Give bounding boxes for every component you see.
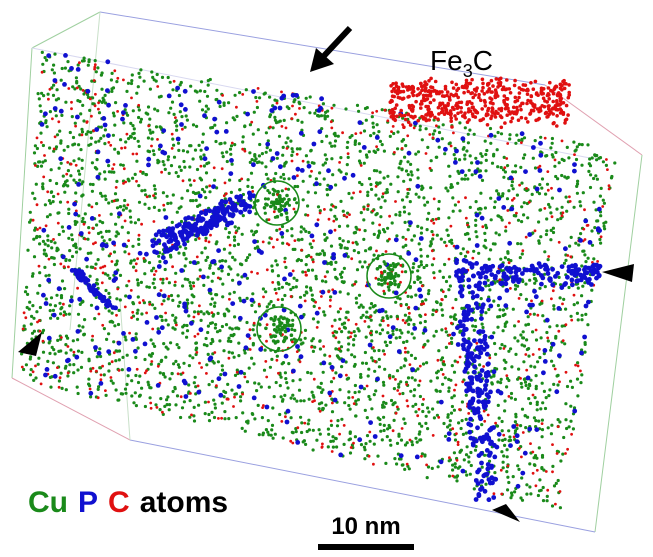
phase-label: Fe3C <box>430 45 493 81</box>
phase-subscript: 3 <box>463 61 473 81</box>
atom-map-figure: Fe3C CuPCatoms 10 nm <box>0 0 653 557</box>
legend-element: P <box>78 486 98 519</box>
phase-base: Fe <box>430 45 463 76</box>
legend-suffix: atoms <box>140 486 228 519</box>
legend-element: Cu <box>28 486 68 519</box>
scale-bar-label: 10 nm <box>331 513 400 540</box>
legend-element: C <box>108 486 130 519</box>
legend: Cu PCatoms <box>28 486 228 519</box>
phase-suffix: C <box>473 45 493 76</box>
scale-bar <box>318 544 414 550</box>
atom-cloud <box>20 51 616 510</box>
